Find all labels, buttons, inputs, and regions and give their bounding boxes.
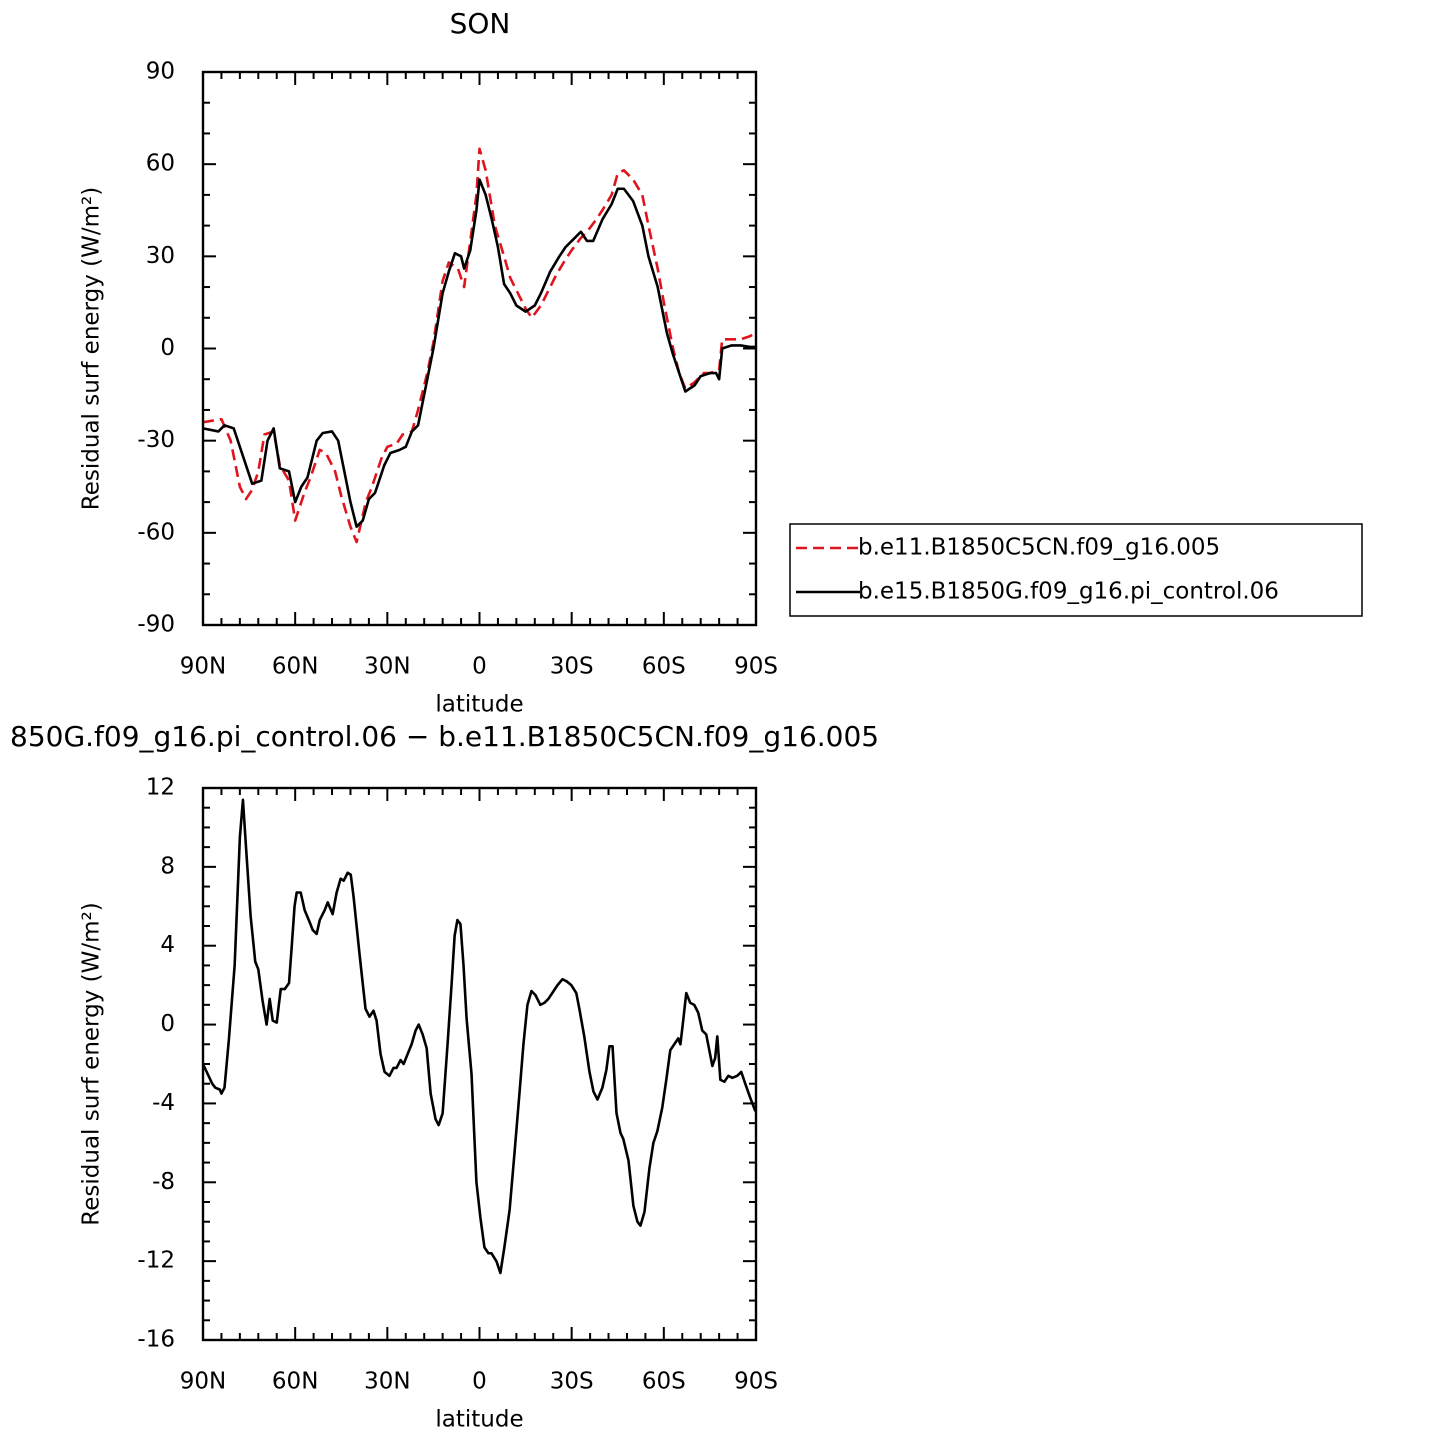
x-tick-label: 90N [180, 654, 226, 680]
x-tick-label: 0 [472, 1369, 487, 1395]
y-tick-label: 90 [146, 59, 175, 85]
y-tick-label: -60 [137, 519, 175, 545]
x-tick-label: 90S [734, 1369, 778, 1395]
x-tick-label: 30S [550, 654, 594, 680]
y-tick-label: 8 [160, 853, 175, 879]
x-tick-label: 90N [180, 1369, 226, 1395]
y-tick-label: 4 [160, 932, 175, 958]
y-axis-label: Residual surf energy (W/m²) [79, 902, 105, 1225]
x-tick-label: 0 [472, 654, 487, 680]
y-tick-label: 30 [146, 243, 175, 269]
legend-label: b.e15.B1850G.f09_g16.pi_control.06 [858, 579, 1279, 605]
y-tick-label: 12 [146, 775, 175, 801]
x-tick-label: 60S [642, 1369, 686, 1395]
legend-box [789, 523, 1363, 617]
y-tick-label: -8 [152, 1169, 175, 1195]
x-tick-label: 60N [272, 654, 318, 680]
y-tick-label: -4 [152, 1090, 175, 1116]
y-tick-label: 0 [160, 1011, 175, 1037]
x-tick-label: 60S [642, 654, 686, 680]
x-tick-label: 30S [550, 1369, 594, 1395]
x-tick-label: 90S [734, 654, 778, 680]
x-axis-label: latitude [435, 692, 523, 718]
plot-frame [201, 70, 758, 627]
data-line [202, 178, 756, 528]
data-line [202, 147, 757, 544]
x-tick-label: 60N [272, 1369, 318, 1395]
y-tick-label: -30 [137, 427, 175, 453]
chart-title: SON [450, 7, 511, 40]
x-tick-label: 30N [364, 654, 410, 680]
y-tick-label: -16 [137, 1327, 175, 1353]
y-tick-label: -90 [137, 612, 175, 638]
legend-label: b.e11.B1850C5CN.f09_g16.005 [858, 535, 1220, 561]
y-tick-label: 0 [160, 335, 175, 361]
y-tick-label: 60 [146, 151, 175, 177]
y-axis-label: Residual surf energy (W/m²) [79, 187, 105, 510]
x-tick-label: 30N [364, 1369, 410, 1395]
x-axis-label: latitude [435, 1407, 523, 1433]
chart-title: 850G.f09_g16.pi_control.06 − b.e11.B1850… [10, 720, 879, 753]
data-line [201, 798, 757, 1275]
y-tick-label: -12 [137, 1248, 175, 1274]
plot-frame [201, 786, 758, 1342]
